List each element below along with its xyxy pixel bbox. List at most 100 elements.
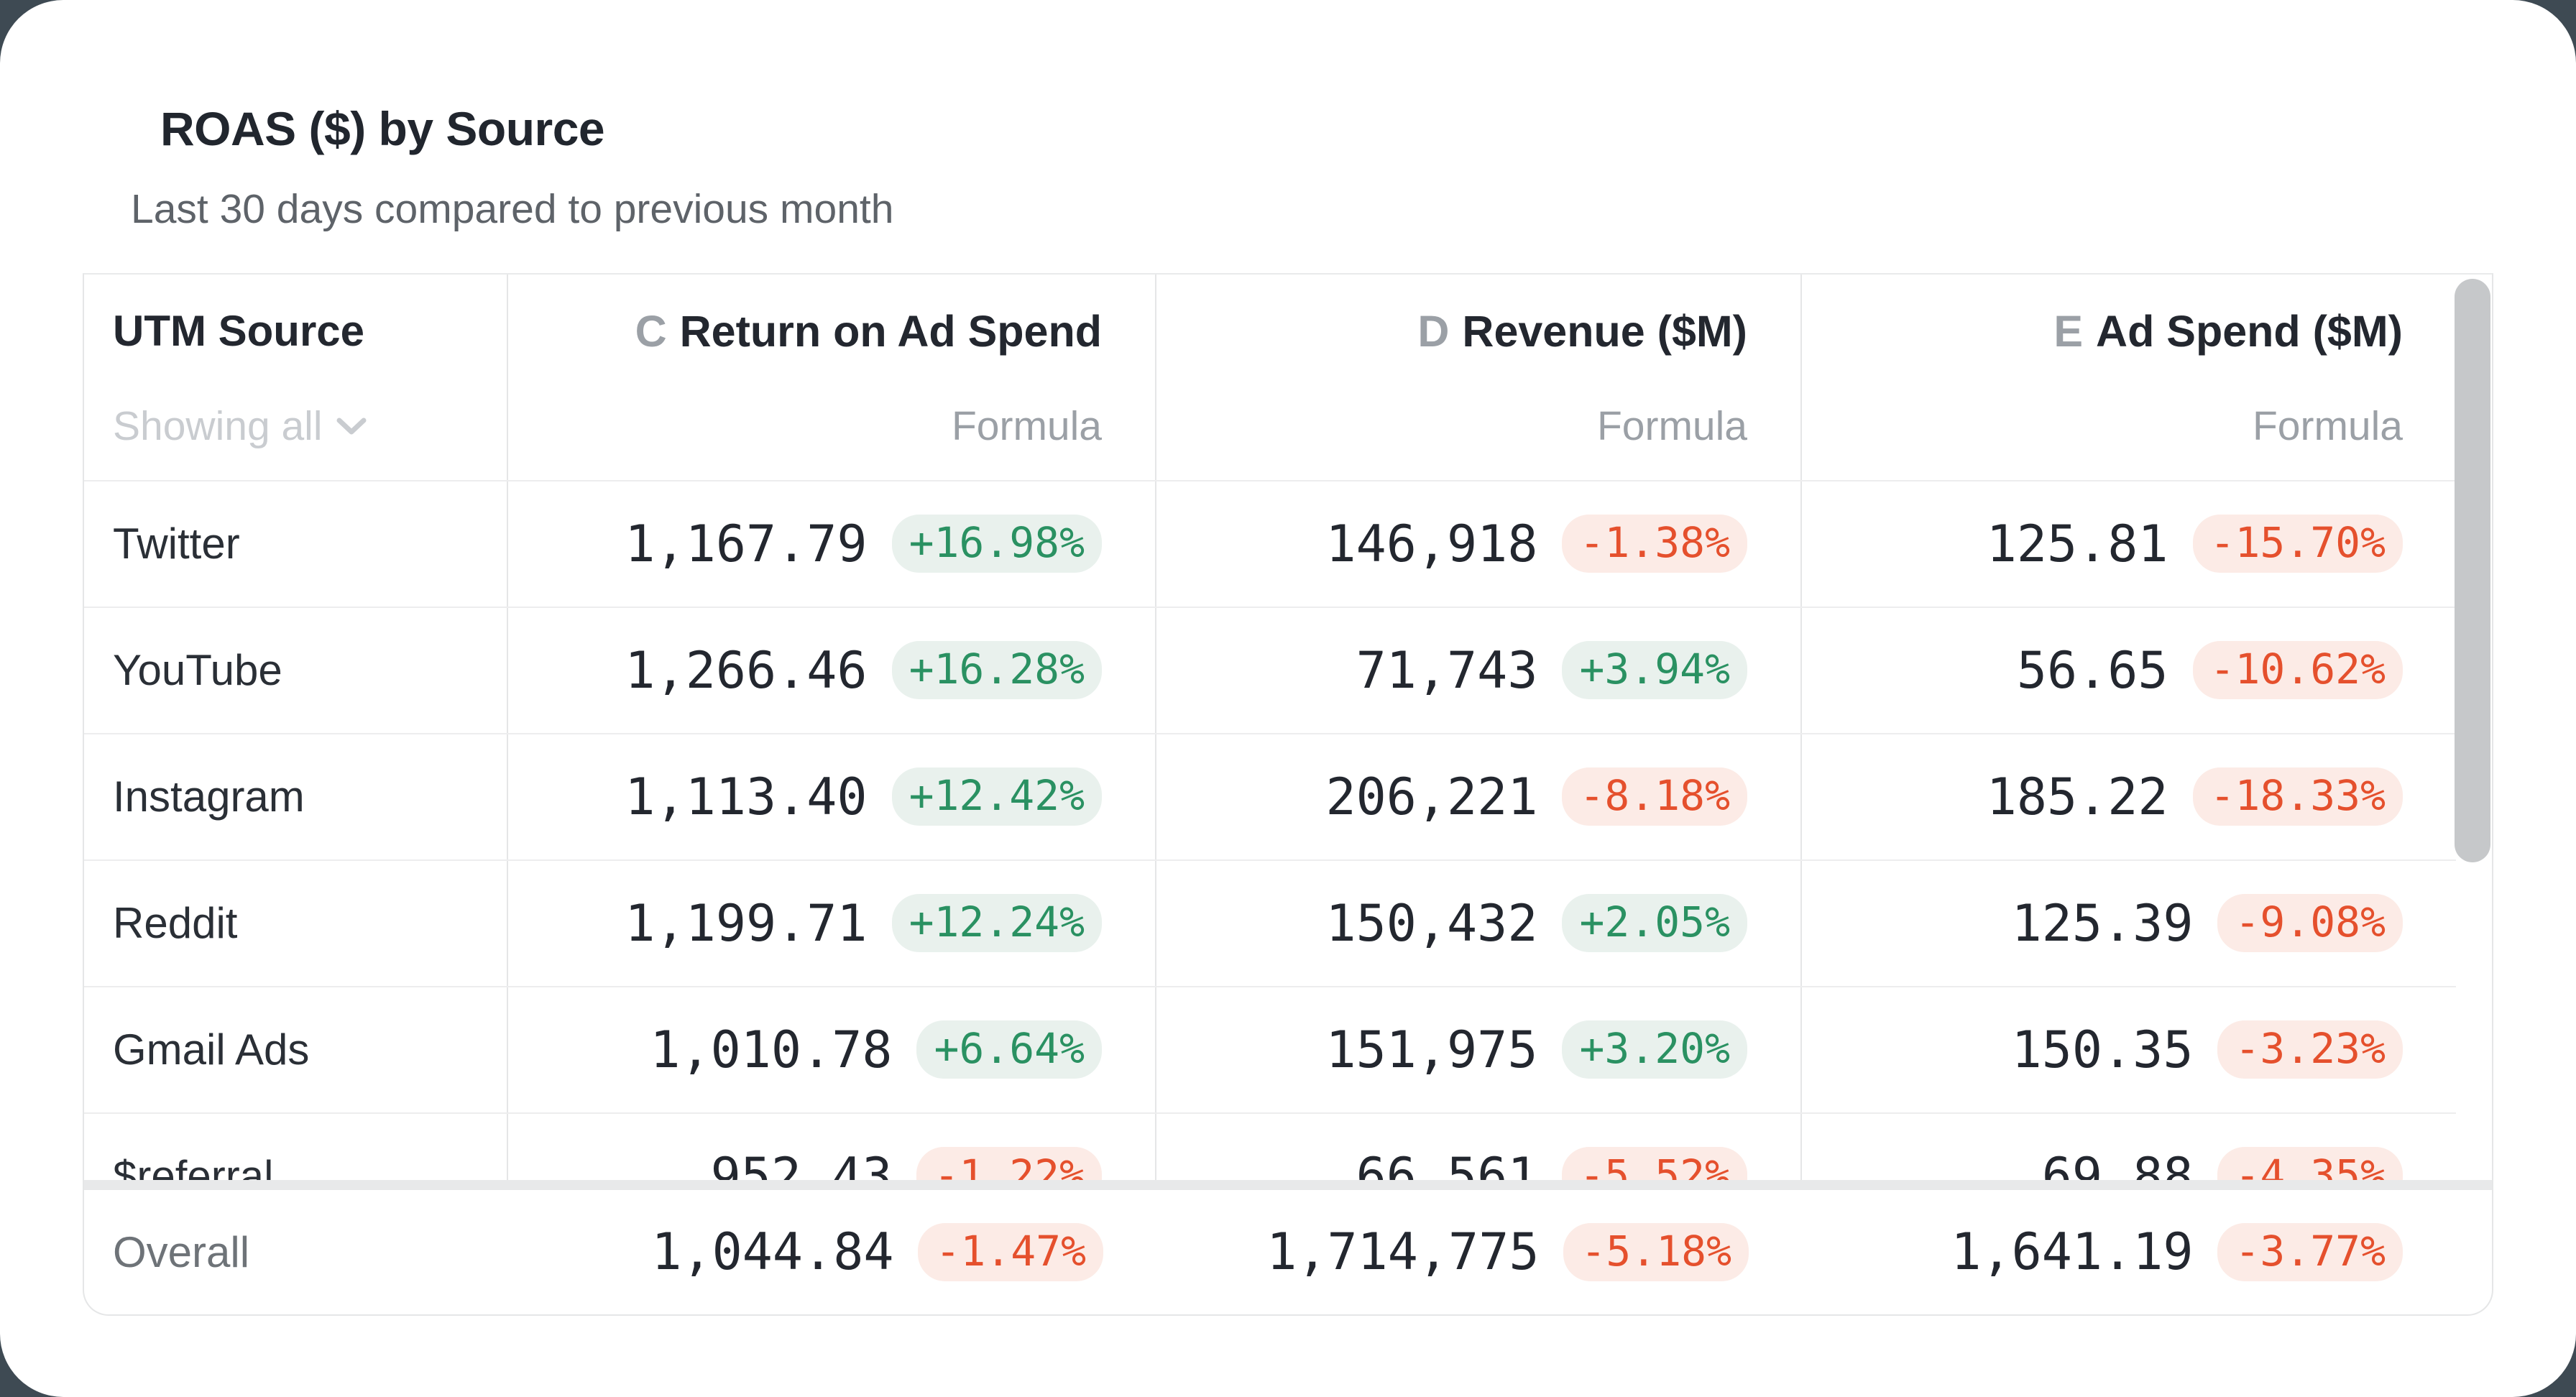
delta-badge: +3.20% (1562, 1020, 1747, 1079)
adspend-cell: 185.22 -18.33% (1802, 734, 2456, 859)
delta-badge: -8.18% (1562, 767, 1747, 826)
delta-badge: -5.52% (1562, 1147, 1747, 1180)
metric-value: 69.88 (2041, 1146, 2194, 1180)
row-source-label: $referral (84, 1113, 508, 1180)
revenue-cell: 150,432 +2.05% (1156, 860, 1802, 986)
adspend-cell: 125.39 -9.08% (1802, 861, 2456, 986)
table-row: $referral 952.43 -1.22% 66,561 -5.52% 69… (84, 1113, 2456, 1180)
metric-value: 1,641.19 (1951, 1222, 2194, 1282)
overall-label: Overall (113, 1227, 250, 1276)
metric-value: 952.43 (710, 1146, 893, 1180)
column-letter: E (2053, 306, 2084, 356)
metric-value: 150.35 (2011, 1020, 2194, 1079)
revenue-cell: 146,918 -1.38% (1156, 481, 1802, 607)
column-label: Revenue ($M) (1462, 306, 1747, 356)
delta-badge: -10.62% (2192, 641, 2403, 700)
pinned-row-divider (84, 1179, 2492, 1190)
metric-value: 1,714,775 (1266, 1222, 1540, 1282)
roas-cell: 1,199.71 +12.24% (508, 860, 1156, 986)
metric-value: 150,432 (1325, 893, 1538, 953)
overall-adspend-cell: 1,641.19 -3.77% (1802, 1190, 2456, 1314)
page-title: ROAS ($) by Source (160, 102, 605, 155)
overall-revenue-cell: 1,714,775 -5.18% (1156, 1190, 1802, 1314)
roas-table: UTM Source Showing all C Return on Ad Spe… (83, 272, 2493, 1316)
metric-value: 206,221 (1325, 767, 1538, 826)
source-filter-dropdown[interactable]: Showing all (113, 402, 507, 450)
delta-badge: -4.35% (2217, 1147, 2403, 1180)
delta-badge: -3.77% (2217, 1222, 2403, 1281)
adspend-cell: 150.35 -3.23% (1802, 987, 2456, 1112)
metric-value: 185.22 (1986, 767, 2168, 826)
column-label: Ad Spend ($M) (2096, 306, 2403, 356)
row-source-label: Reddit (84, 860, 508, 986)
metric-value: 125.81 (1986, 514, 2168, 573)
table-row: YouTube 1,266.46 +16.28% 71,743 +3.94% 5… (84, 607, 2456, 734)
formula-label: Formula (1596, 402, 1747, 449)
delta-badge: -18.33% (2192, 767, 2403, 826)
column-header-revenue: D Revenue ($M) Formula (1156, 274, 1802, 480)
table-row: Gmail Ads 1,010.78 +6.64% 151,975 +3.20%… (84, 987, 2456, 1114)
delta-badge: +3.94% (1562, 641, 1747, 700)
metric-value: 66,561 (1356, 1146, 1538, 1180)
formula-label: Formula (951, 402, 1102, 449)
adspend-cell: 125.81 -15.70% (1802, 481, 2456, 607)
metric-value: 125.39 (2011, 893, 2194, 953)
delta-badge: +12.42% (891, 767, 1102, 826)
metric-value: 1,113.40 (625, 767, 868, 826)
table-row: Twitter 1,167.79 +16.98% 146,918 -1.38% … (84, 481, 2456, 608)
revenue-cell: 66,561 -5.52% (1156, 1113, 1802, 1180)
metric-value: 71,743 (1356, 640, 1538, 700)
overall-roas-cell: 1,044.84 -1.47% (508, 1190, 1156, 1314)
page-subtitle: Last 30 days compared to previous month (131, 186, 894, 233)
table-body: Twitter 1,167.79 +16.98% 146,918 -1.38% … (84, 481, 2456, 1180)
row-source-label: Twitter (84, 481, 508, 607)
roas-cell: 1,113.40 +12.42% (508, 734, 1156, 859)
roas-cell: 952.43 -1.22% (508, 1113, 1156, 1180)
formula-label: Formula (2252, 402, 2403, 449)
delta-badge: -15.70% (2192, 515, 2403, 573)
delta-badge: +16.28% (891, 641, 1102, 700)
revenue-cell: 71,743 +3.94% (1156, 607, 1802, 733)
metric-value: 1,266.46 (625, 640, 868, 700)
chevron-down-icon (336, 418, 367, 435)
metric-value: 1,167.79 (625, 514, 868, 573)
utm-source-header-label: UTM Source (113, 306, 365, 355)
table-header-row: UTM Source Showing all C Return on Ad Spe… (84, 274, 2456, 481)
delta-badge: +6.64% (916, 1020, 1102, 1079)
row-source-label: Gmail Ads (84, 987, 508, 1112)
overall-row: Overall 1,044.84 -1.47% 1,714,775 -5.18%… (84, 1190, 2456, 1314)
adspend-cell: 56.65 -10.62% (1802, 608, 2456, 733)
roas-cell: 1,167.79 +16.98% (508, 481, 1156, 607)
column-header-adspend: E Ad Spend ($M) Formula (1802, 275, 2456, 480)
delta-badge: -3.23% (2217, 1020, 2403, 1079)
column-header-utm-source: UTM Source Showing all (84, 274, 508, 480)
metric-value: 151,975 (1325, 1020, 1538, 1079)
column-header-roas: C Return on Ad Spend Formula (508, 274, 1156, 480)
row-source-label: Instagram (84, 734, 508, 859)
roas-cell: 1,010.78 +6.64% (508, 987, 1156, 1112)
column-label: Return on Ad Spend (679, 306, 1102, 356)
revenue-cell: 206,221 -8.18% (1156, 734, 1802, 859)
vertical-scrollbar-thumb[interactable] (2455, 278, 2490, 862)
metric-value: 146,918 (1325, 514, 1538, 573)
delta-badge: -1.22% (916, 1147, 1102, 1180)
table-row: Reddit 1,199.71 +12.24% 150,432 +2.05% 1… (84, 860, 2456, 987)
delta-badge: -1.47% (918, 1222, 1103, 1281)
delta-badge: -1.38% (1562, 515, 1747, 573)
row-source-label: YouTube (84, 607, 508, 733)
metric-value: 1,010.78 (650, 1020, 893, 1079)
metric-value: 56.65 (2016, 640, 2168, 700)
revenue-cell: 151,975 +3.20% (1156, 987, 1802, 1112)
metric-value: 1,044.84 (651, 1222, 894, 1282)
delta-badge: +2.05% (1562, 894, 1747, 953)
metric-value: 1,199.71 (625, 893, 868, 953)
delta-badge: +12.24% (891, 894, 1102, 953)
delta-badge: -9.08% (2217, 894, 2403, 953)
adspend-cell: 69.88 -4.35% (1802, 1114, 2456, 1180)
delta-badge: +16.98% (891, 515, 1102, 573)
roas-cell: 1,266.46 +16.28% (508, 607, 1156, 733)
column-letter: D (1417, 306, 1450, 356)
column-letter: C (635, 306, 667, 356)
source-filter-label: Showing all (113, 402, 323, 449)
